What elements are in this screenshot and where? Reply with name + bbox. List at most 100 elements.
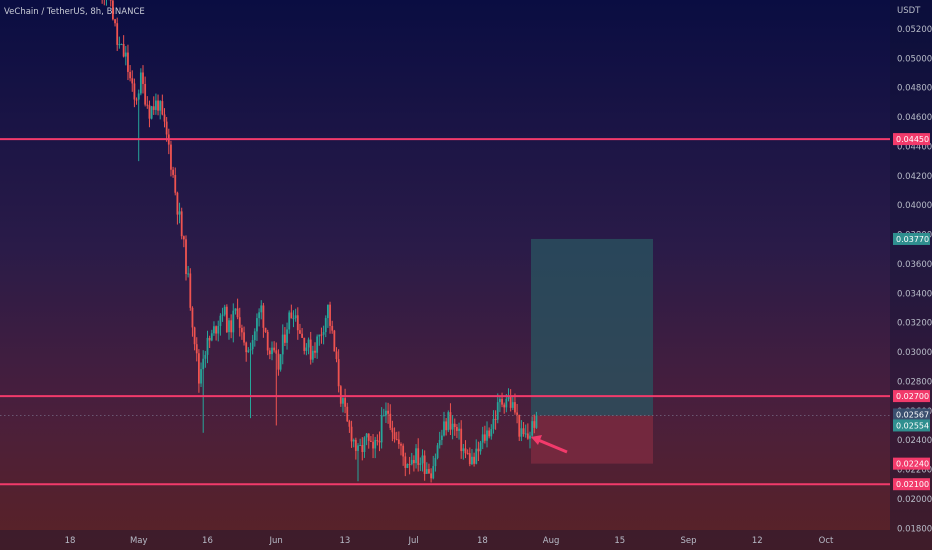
- candle-down: [170, 140, 172, 177]
- candle-body: [193, 327, 196, 345]
- candle-down: [378, 431, 381, 452]
- candle-body: [365, 433, 368, 438]
- candle-body: [468, 453, 471, 465]
- candle-down: [225, 304, 228, 334]
- candle-up: [271, 341, 273, 361]
- candle-body: [370, 440, 372, 442]
- candle-up: [380, 407, 383, 449]
- candle-up: [118, 36, 121, 49]
- candle-body: [144, 83, 147, 105]
- candle-body: [290, 312, 293, 319]
- candle-down: [354, 437, 357, 460]
- candle-body: [348, 421, 351, 427]
- candle-body: [195, 344, 198, 354]
- candle-body: [185, 239, 187, 274]
- candle-body: [322, 332, 325, 335]
- candle-up: [223, 304, 226, 317]
- candle-body: [275, 350, 278, 354]
- candle-up: [260, 300, 263, 320]
- candle-body: [112, 0, 114, 20]
- candle-body: [271, 347, 273, 355]
- candle-body: [425, 469, 428, 474]
- candle-body: [129, 71, 131, 79]
- chart-title: VeChain / TetherUS, 8h, BINANCE: [4, 7, 145, 17]
- candle-up: [249, 342, 252, 419]
- arrow-shaft[interactable]: [536, 438, 568, 454]
- candle-down: [395, 431, 398, 441]
- candle-body: [281, 334, 284, 355]
- candle-body: [380, 415, 383, 443]
- candle-body: [490, 429, 493, 437]
- candle-body: [453, 423, 456, 428]
- candle-body: [460, 428, 463, 452]
- candle-up: [492, 410, 495, 434]
- candle-down: [466, 449, 469, 455]
- y-tick-label: 0.05200: [897, 25, 932, 35]
- candle-down: [335, 347, 338, 363]
- price-tag: 0.02554: [893, 419, 930, 432]
- candle-down: [198, 349, 200, 393]
- candle-down: [494, 410, 497, 430]
- arrow-head[interactable]: [531, 435, 542, 445]
- candle-body: [464, 448, 467, 454]
- candle-down: [185, 235, 187, 281]
- candle-down: [131, 70, 134, 92]
- candle-down: [309, 331, 312, 365]
- candle-up: [294, 308, 297, 322]
- candle-body: [518, 414, 521, 437]
- candle-down: [488, 427, 491, 439]
- candle-down: [245, 341, 248, 362]
- candle-down: [329, 301, 331, 334]
- candle-down: [320, 327, 323, 344]
- candle-down: [264, 327, 267, 333]
- candle-up: [316, 334, 319, 359]
- candle-body: [473, 456, 475, 464]
- candle-down: [284, 327, 286, 347]
- candle-body: [363, 437, 366, 453]
- candle-body: [477, 448, 480, 452]
- candle-down: [182, 235, 185, 248]
- candle-down: [408, 456, 411, 475]
- candle-up: [419, 457, 422, 472]
- candle-down: [423, 450, 426, 481]
- candle-body: [327, 304, 329, 319]
- candle-up: [286, 322, 288, 350]
- candle-body: [189, 273, 192, 308]
- candle-down: [172, 166, 174, 178]
- candle-body: [514, 402, 516, 413]
- horizontal-levels[interactable]: [0, 138, 890, 486]
- candle-down: [372, 434, 374, 459]
- candle-body: [180, 211, 183, 237]
- candle-up: [410, 452, 413, 466]
- candle-down: [146, 96, 149, 109]
- candle-down: [301, 328, 303, 339]
- x-tick-label: May: [130, 536, 148, 546]
- candle-up: [529, 431, 531, 449]
- candle-down: [346, 402, 349, 422]
- candle-body: [210, 333, 213, 341]
- candle-body: [284, 334, 286, 343]
- candle-body: [359, 444, 362, 446]
- candle-body: [320, 334, 323, 336]
- candle-body: [423, 455, 426, 474]
- candle-up: [234, 308, 237, 315]
- candle-down: [262, 302, 265, 338]
- candle-down: [290, 304, 293, 319]
- candle-body: [462, 448, 465, 452]
- time-scale-panel: [0, 530, 890, 550]
- candle-body: [344, 398, 346, 407]
- candle-body: [486, 430, 488, 441]
- candle-up: [385, 402, 387, 423]
- candle-body: [404, 456, 407, 468]
- candle-up: [324, 315, 327, 338]
- candle-up: [221, 307, 224, 322]
- candle-body: [438, 440, 441, 446]
- candle-body: [531, 421, 534, 436]
- candle-body: [120, 44, 123, 46]
- candle-body: [533, 421, 536, 428]
- annotation-arrow[interactable]: [531, 435, 568, 454]
- candle-body: [122, 44, 125, 57]
- candle-down: [133, 78, 136, 108]
- x-tick-label: Jun: [269, 536, 283, 546]
